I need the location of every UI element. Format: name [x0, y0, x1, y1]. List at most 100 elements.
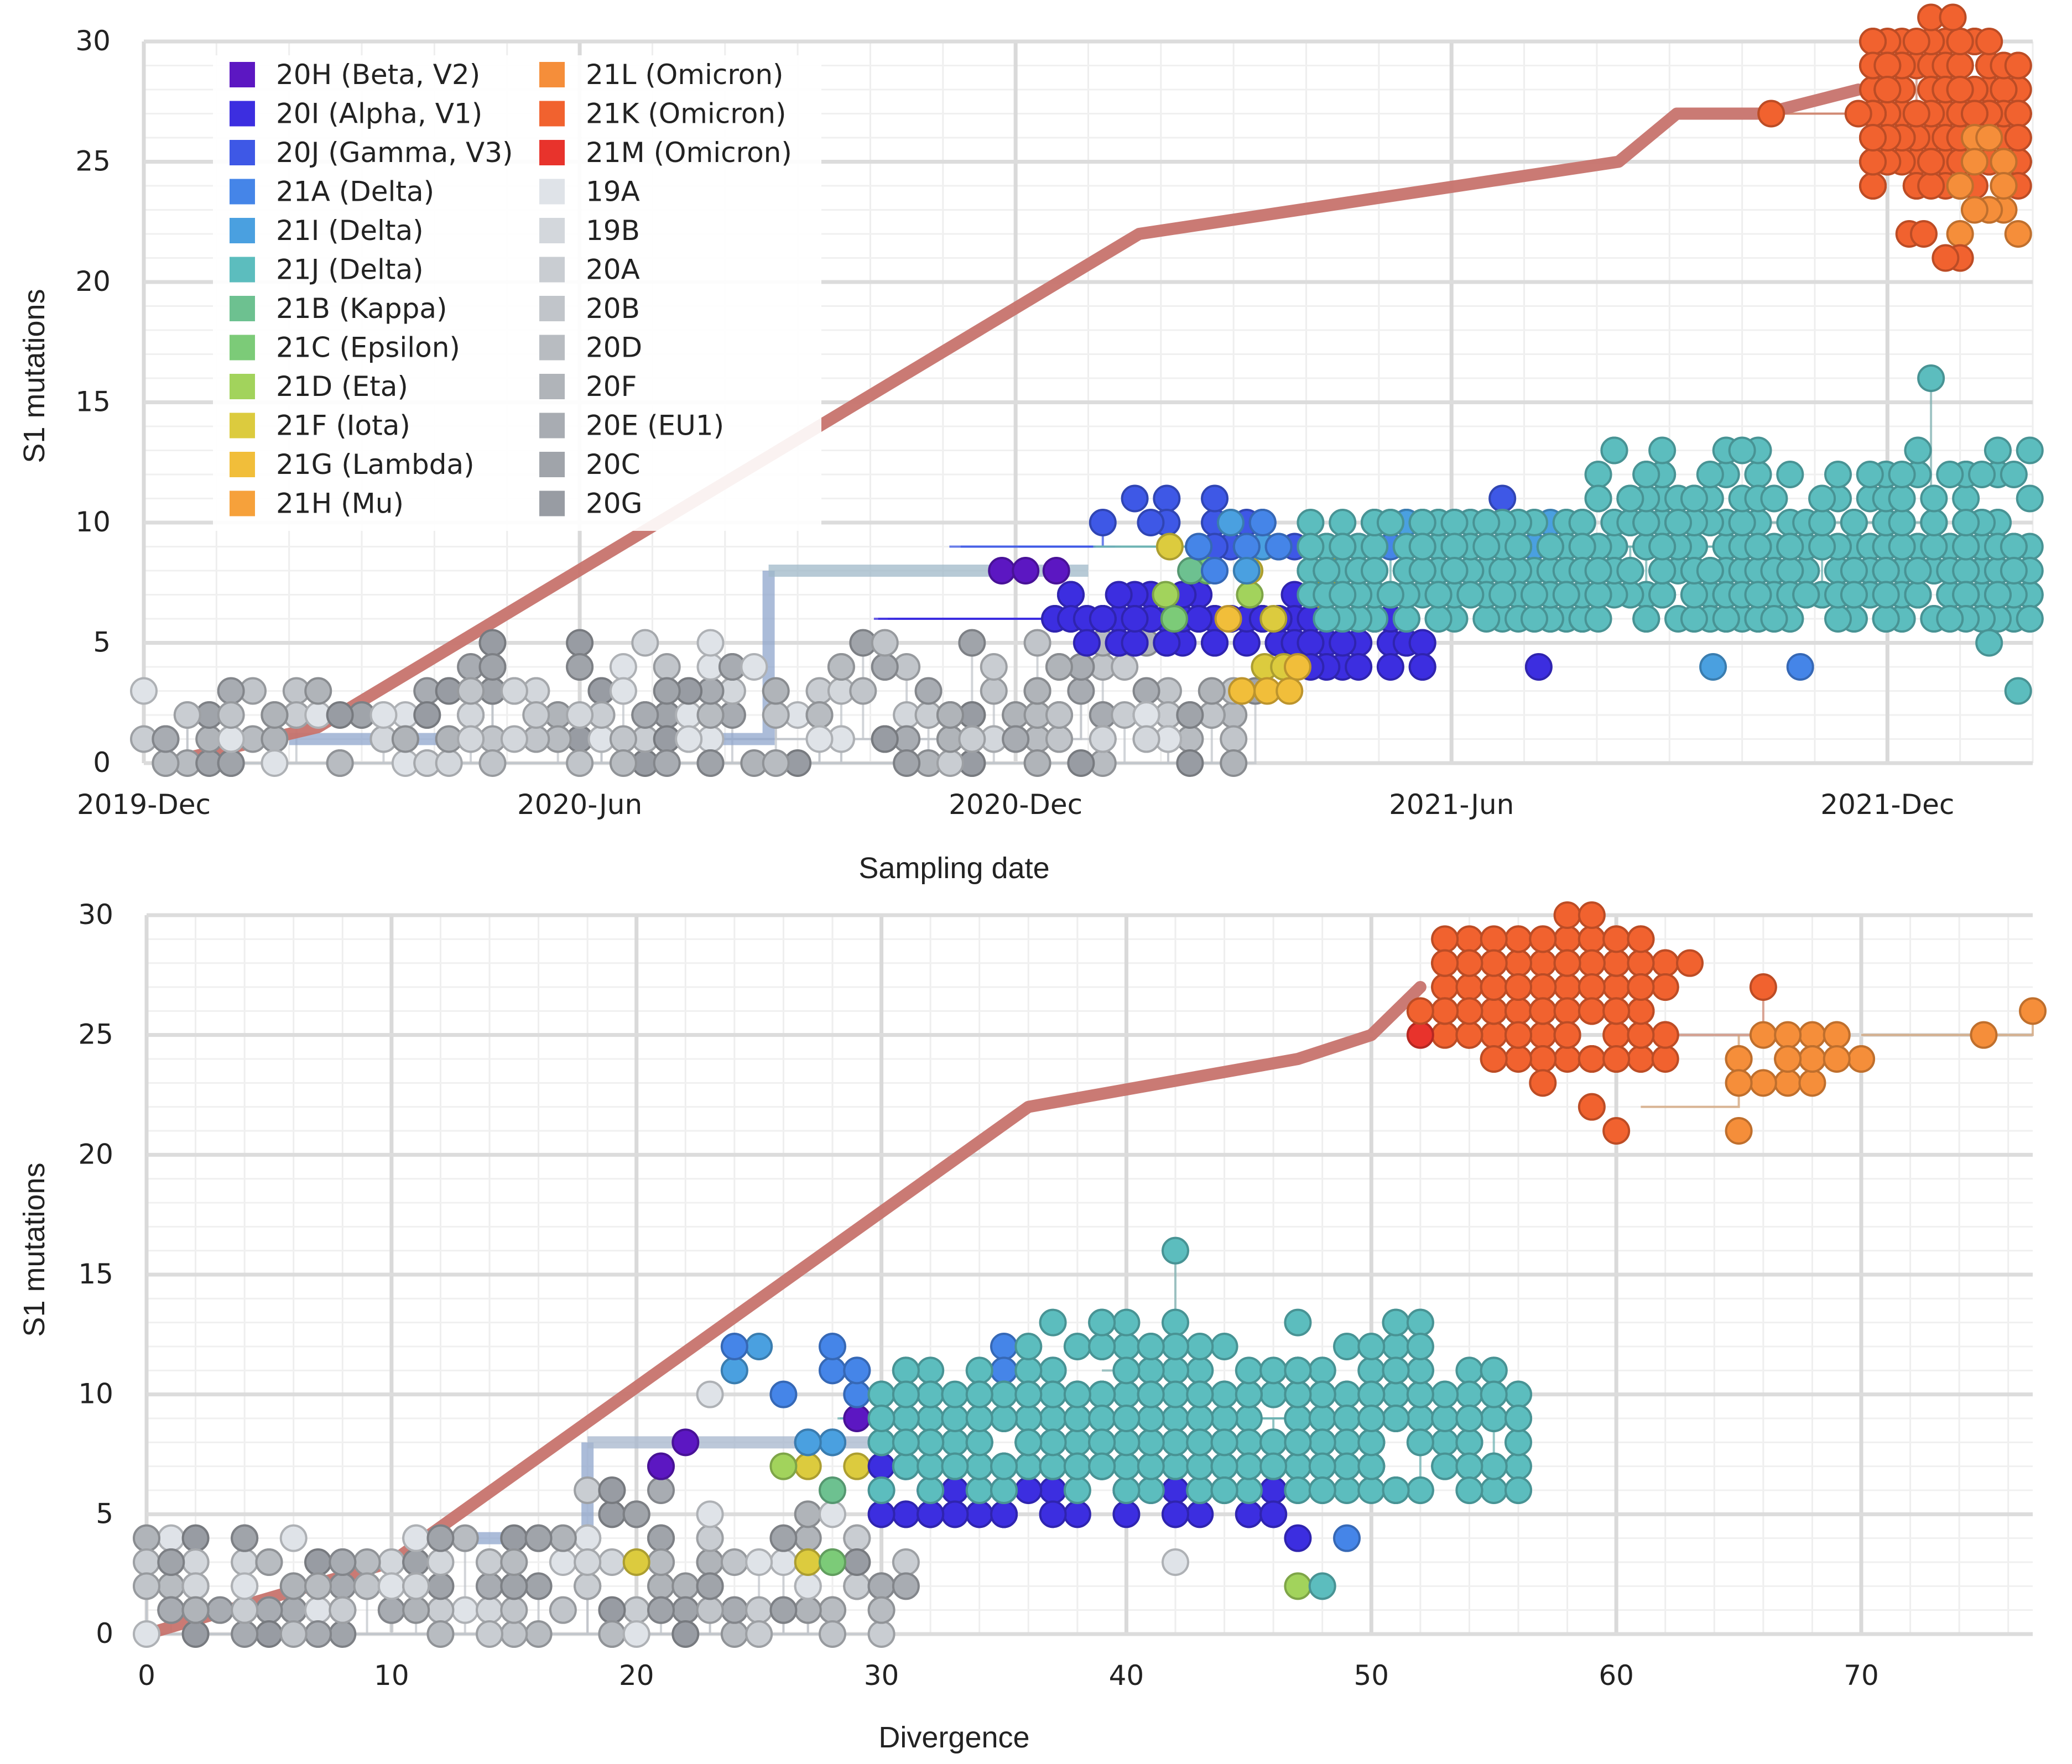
tip-point	[500, 1524, 528, 1552]
tip-point	[990, 1333, 1018, 1360]
tip-point	[1480, 949, 1508, 977]
tip-point	[255, 1596, 283, 1624]
tip-point	[1504, 997, 1532, 1025]
tip-point	[769, 1548, 798, 1576]
tip-point	[1696, 461, 1724, 488]
x-tick-label: 0	[138, 1659, 155, 1692]
tip-point	[1932, 244, 1960, 272]
tip-point	[1259, 1476, 1288, 1504]
legend-label: 21L (Omicron)	[586, 59, 784, 91]
y-tick-label: 15	[78, 1258, 113, 1290]
tip-point	[598, 1620, 626, 1648]
tip-point	[413, 701, 441, 729]
y-tick-label: 30	[78, 899, 113, 931]
tip-point	[609, 725, 637, 753]
tip-point	[1235, 1452, 1263, 1480]
tip-point	[1382, 1356, 1410, 1385]
tip-point	[1798, 1069, 1826, 1097]
tip-point	[1406, 997, 1434, 1025]
tip-point	[1455, 1452, 1483, 1480]
tip-point	[2000, 461, 2028, 488]
tip-point	[1088, 1452, 1116, 1480]
tip-point	[631, 701, 659, 729]
tip-point	[1039, 1405, 1067, 1432]
tip-point	[1329, 581, 1357, 609]
tip-point	[1162, 1356, 1189, 1385]
tip-point	[936, 749, 964, 777]
tip-point	[1946, 51, 1974, 80]
tip-point	[917, 1476, 945, 1504]
tip-point	[1308, 1405, 1336, 1432]
tip-point	[892, 1428, 920, 1457]
tip-point	[1137, 1405, 1165, 1432]
legend-swatch	[539, 179, 565, 205]
legend-label: 21M (Omicron)	[586, 137, 792, 169]
tip-point	[1902, 100, 1930, 128]
tip-point	[1504, 1021, 1532, 1049]
tip-point	[1329, 533, 1357, 561]
tip-point	[1155, 533, 1184, 561]
tip-point	[1648, 436, 1677, 465]
tip-point	[1578, 997, 1606, 1025]
tip-point	[1504, 533, 1533, 561]
tip-point	[1553, 949, 1581, 977]
tip-point	[1162, 1476, 1189, 1504]
tip-point	[1792, 581, 1820, 609]
tip-point	[1873, 76, 1902, 103]
tip-point	[1990, 172, 2018, 200]
tip-point	[500, 1596, 528, 1624]
y-tick-label: 10	[78, 1378, 113, 1410]
tip-point	[1112, 1428, 1141, 1457]
tip-point	[402, 1524, 430, 1552]
tip-point	[1014, 1452, 1043, 1480]
tip-point	[867, 1452, 896, 1480]
tip-point	[1284, 1428, 1312, 1457]
tip-point	[524, 1620, 553, 1648]
tip-point	[1220, 749, 1248, 777]
tip-point	[1602, 949, 1631, 977]
tip-point	[965, 1428, 993, 1457]
tip-point	[1264, 533, 1293, 561]
tip-point	[1345, 653, 1373, 681]
legend-swatch	[230, 62, 255, 87]
tip-point	[402, 1572, 430, 1600]
tip-point	[1939, 3, 1967, 32]
tip-point	[1185, 605, 1213, 633]
x-tick-label: 2021-Jun	[1389, 789, 1514, 821]
tip-point	[941, 1500, 969, 1528]
tip-point	[1632, 461, 1660, 488]
tip-point	[476, 1620, 503, 1648]
legend-item: 20J (Gamma, V3)	[230, 137, 513, 169]
tip-point	[1088, 1380, 1116, 1408]
tip-point	[1480, 1380, 1508, 1408]
tip-point	[1121, 484, 1149, 513]
x-tick-label: 2020-Dec	[949, 789, 1082, 821]
tip-point	[609, 749, 637, 777]
tip-point	[152, 725, 180, 753]
legend-item: 21C (Epsilon)	[230, 332, 460, 364]
tip-point	[2019, 997, 2047, 1025]
tip-point	[958, 629, 986, 657]
tip-point	[1578, 901, 1606, 929]
tip-point	[1529, 973, 1557, 1001]
tip-point	[1529, 925, 1557, 953]
legend-label: 21H (Mu)	[276, 488, 404, 520]
tip-point	[1137, 1356, 1165, 1385]
tip-point	[1798, 1021, 1826, 1049]
legend-label: 20F	[586, 370, 637, 403]
tip-point	[1744, 461, 1772, 488]
tip-point	[819, 1356, 846, 1385]
tip-point	[1137, 1452, 1165, 1480]
tip-point	[1584, 484, 1612, 513]
tip-point	[1455, 997, 1483, 1025]
tip-point	[1284, 1380, 1312, 1408]
tip-point	[1431, 1021, 1459, 1049]
tip-point	[1627, 973, 1655, 1001]
tip-point	[1808, 484, 1836, 513]
tip-point	[1042, 557, 1070, 584]
tip-point	[1632, 509, 1660, 536]
tip-point	[478, 629, 507, 657]
tip-point	[1909, 220, 1938, 248]
tip-point	[1904, 436, 1932, 465]
